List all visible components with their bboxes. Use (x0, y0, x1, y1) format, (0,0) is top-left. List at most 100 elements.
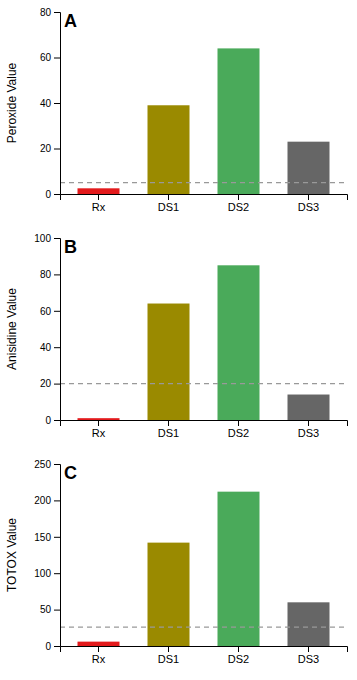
y-tick-label: 60 (40, 306, 52, 317)
plot-area (60, 265, 347, 420)
y-tick: 60 (40, 306, 60, 317)
bar (218, 265, 260, 420)
bar (78, 418, 120, 420)
x-tick-mark (168, 194, 169, 200)
bar (288, 602, 330, 646)
y-tick: 250 (34, 459, 60, 470)
x-tick-label: DS3 (298, 201, 319, 213)
y-tick-mark (54, 646, 60, 647)
x-tick: DS1 (158, 420, 179, 439)
y-tick: 100 (34, 233, 60, 244)
x-tick: DS2 (228, 646, 249, 665)
y-tick-mark (54, 384, 60, 385)
x-tick-mark (98, 194, 99, 200)
x-tick: DS1 (158, 194, 179, 213)
reference-line (60, 383, 347, 384)
x-tick-mark (168, 420, 169, 426)
y-tick: 200 (34, 495, 60, 506)
x-tick: DS2 (228, 194, 249, 213)
y-tick-mark (54, 537, 60, 538)
y-tick-mark (54, 149, 60, 150)
bar (148, 543, 190, 646)
y-tick-label: 100 (34, 233, 51, 244)
y-tick-mark (54, 500, 60, 501)
y-axis-title: Peroxide Value (5, 62, 19, 143)
y-tick-label: 20 (40, 143, 52, 154)
x-tick-mark (308, 420, 309, 426)
y-tick-label: 200 (34, 495, 51, 506)
y-axis-line (54, 13, 61, 195)
x-tick-label: DS2 (228, 427, 249, 439)
x-axis-line (61, 195, 348, 201)
y-tick: 40 (40, 98, 60, 109)
x-tick-mark (238, 194, 239, 200)
bar (78, 188, 120, 194)
y-tick-label: 80 (40, 269, 52, 280)
y-tick-mark (54, 420, 60, 421)
y-tick: 80 (40, 7, 60, 18)
panel: 0 20 40 60 80 100 Rx DS1 DS2 DS3 Anisidine Value B (5, 233, 348, 439)
y-tick-label: 0 (45, 415, 51, 426)
y-tick-label: 40 (40, 342, 52, 353)
y-axis: 0 20 40 60 80 100 (34, 233, 60, 426)
y-tick: 20 (40, 378, 60, 389)
y-tick-label: 80 (40, 7, 52, 18)
y-tick-mark (54, 58, 60, 59)
x-tick: DS3 (298, 646, 319, 665)
x-tick: DS3 (298, 194, 319, 213)
x-tick: DS3 (298, 420, 319, 439)
x-tick-mark (168, 646, 169, 652)
x-tick-mark (238, 646, 239, 652)
y-tick-label: 50 (40, 604, 52, 615)
y-tick-mark (54, 347, 60, 348)
x-tick-mark (98, 420, 99, 426)
y-tick: 0 (45, 641, 60, 652)
x-tick: Rx (92, 194, 106, 213)
plot-area (60, 48, 347, 194)
y-axis: 0 50 100 150 200 250 (34, 459, 60, 652)
y-tick-label: 150 (34, 532, 51, 543)
x-tick-label: DS2 (228, 201, 249, 213)
bar (218, 492, 260, 646)
x-tick: DS1 (158, 646, 179, 665)
y-tick-mark (54, 238, 60, 239)
bar (288, 395, 330, 420)
bar (288, 142, 330, 194)
bar (218, 48, 260, 194)
y-tick-label: 40 (40, 98, 52, 109)
y-tick: 50 (40, 604, 60, 615)
panel-label: C (64, 463, 77, 483)
y-tick-mark (54, 12, 60, 13)
x-tick-label: Rx (92, 427, 106, 439)
x-tick-label: Rx (92, 653, 106, 665)
y-axis-title: Anisidine Value (5, 288, 19, 370)
y-axis-title: TOTOX Value (5, 518, 19, 592)
x-tick-label: Rx (92, 201, 106, 213)
y-tick-mark (54, 610, 60, 611)
bar (148, 304, 190, 420)
bar (148, 105, 190, 194)
x-axis-line (61, 421, 348, 427)
x-tick: Rx (92, 646, 106, 665)
figure: 020406080RxDS1DS2DS3Peroxide ValueA02040… (0, 0, 357, 680)
y-tick-mark (54, 573, 60, 574)
y-tick-label: 0 (45, 189, 51, 200)
y-tick: 150 (34, 532, 60, 543)
x-tick-mark (98, 646, 99, 652)
y-tick: 0 (45, 415, 60, 426)
x-tick-mark (308, 194, 309, 200)
y-tick-label: 100 (34, 568, 51, 579)
y-tick: 40 (40, 342, 60, 353)
y-tick: 80 (40, 269, 60, 280)
y-axis-line (54, 465, 61, 647)
panel: 0 50 100 150 200 250 Rx DS1 DS2 DS3 TOTOX Value C (5, 459, 348, 665)
x-axis: Rx DS1 DS2 DS3 (61, 420, 348, 439)
y-tick-mark (54, 103, 60, 104)
panel-label: B (64, 237, 77, 257)
x-tick-mark (308, 646, 309, 652)
y-axis: 020406080 (40, 7, 61, 200)
x-tick-label: DS1 (158, 201, 179, 213)
y-tick: 0 (45, 189, 60, 200)
x-tick-label: DS2 (228, 653, 249, 665)
reference-line (60, 182, 347, 183)
